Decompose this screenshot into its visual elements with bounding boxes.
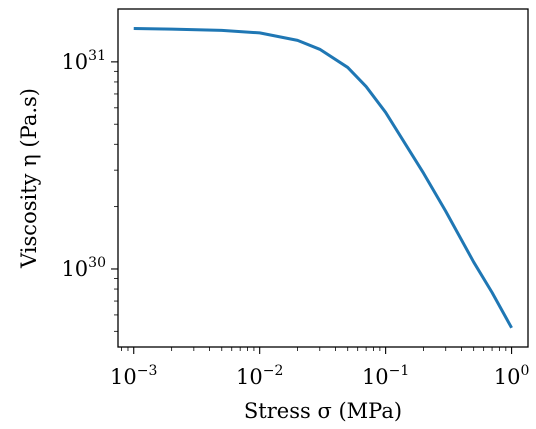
x-tick-label: 10−1 bbox=[362, 363, 409, 389]
y-tick-label: 1030 bbox=[61, 255, 106, 281]
x-axis-label: Stress σ (MPa) bbox=[244, 399, 402, 423]
y-tick-label: 1031 bbox=[61, 48, 106, 74]
axes-frame bbox=[117, 8, 529, 348]
ticks: 10−3 10−2 10−1 100 1030 1031 bbox=[61, 48, 529, 389]
series-line-0 bbox=[133, 26, 513, 329]
y-axis-label: Viscosity η (Pa.s) bbox=[17, 88, 41, 269]
plot-area bbox=[133, 26, 513, 329]
x-tick-label: 100 bbox=[494, 363, 530, 389]
x-tick-label: 10−2 bbox=[236, 363, 283, 389]
x-tick-label: 10−3 bbox=[110, 363, 157, 389]
